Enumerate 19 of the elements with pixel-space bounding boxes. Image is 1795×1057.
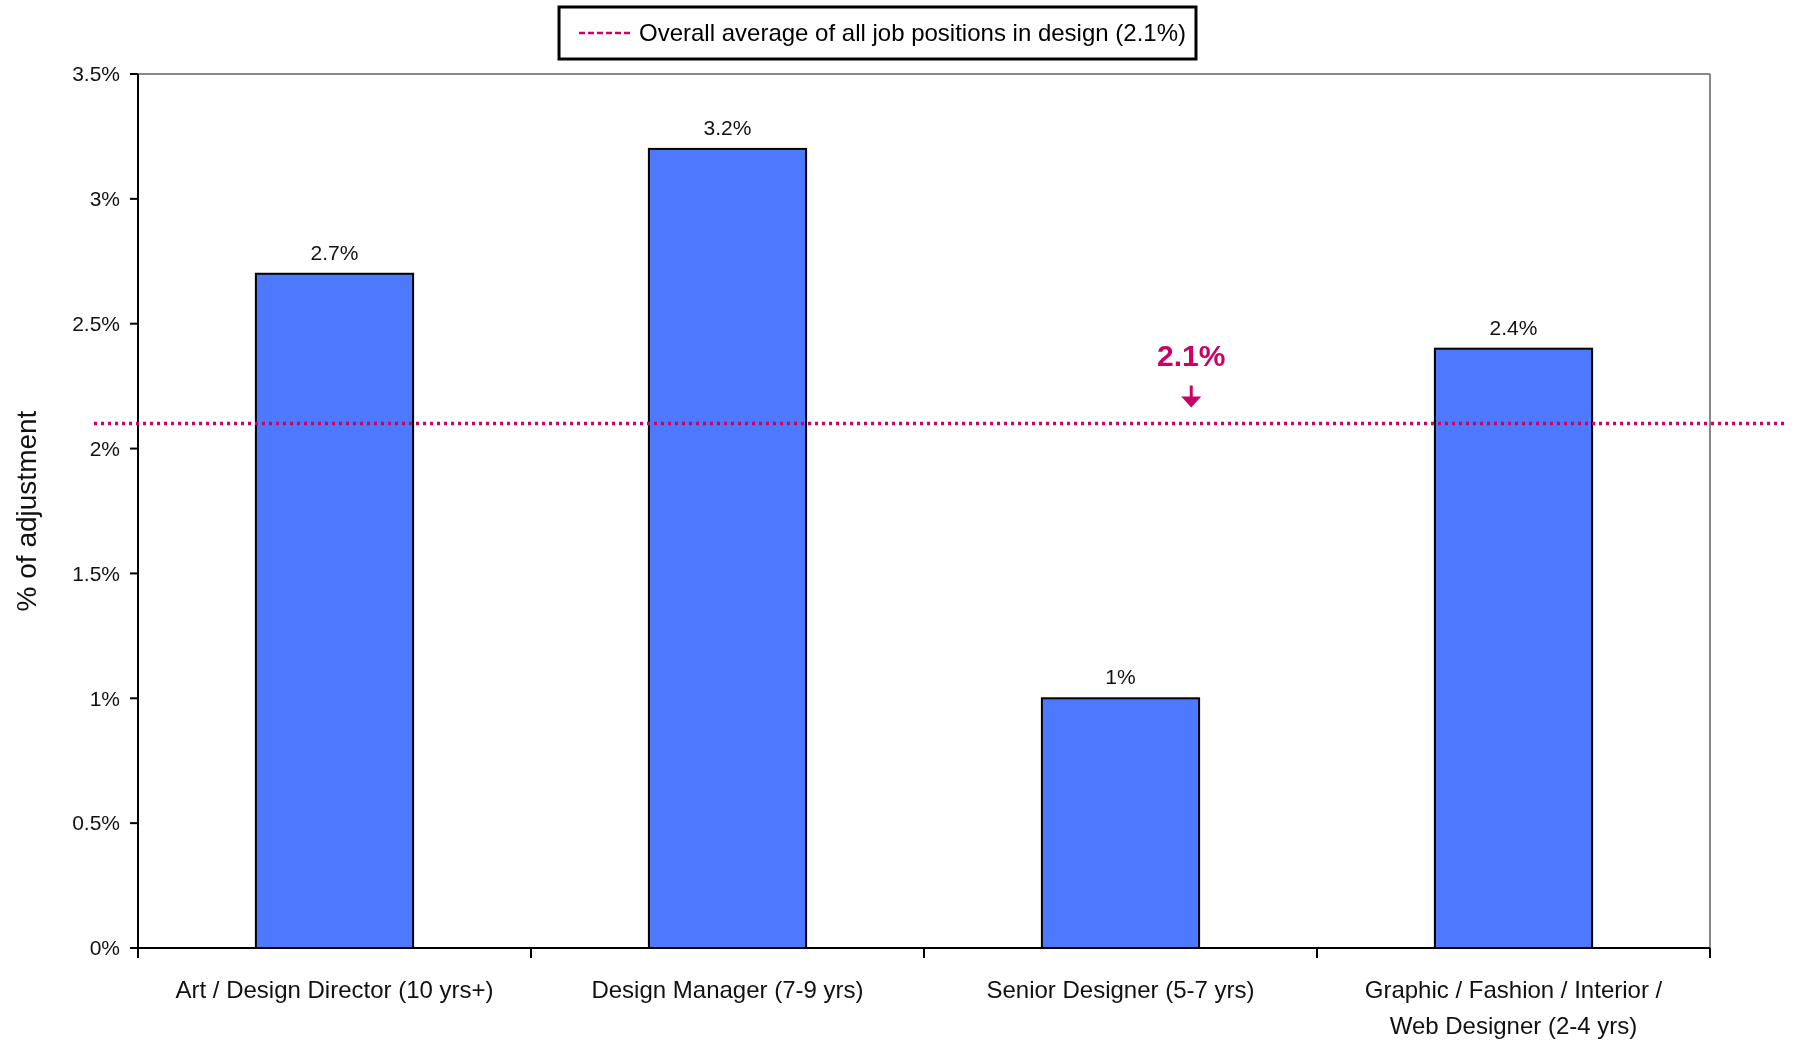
y-tick-label: 1% (89, 686, 120, 710)
x-tick-label: Design Manager (7-9 yrs) (591, 976, 864, 1003)
y-axis-title: % of adjustment (11, 410, 42, 612)
y-tick-label: 2% (89, 436, 120, 460)
y-tick-label: 1.5% (72, 561, 120, 585)
data-label: 2.4% (1489, 315, 1538, 339)
annotation: 2.1% (1157, 338, 1226, 372)
x-tick-label: Art / Design Director (10 yrs+) (175, 976, 494, 1003)
data-label: 1% (1105, 665, 1136, 689)
y-tick-label: 0.5% (72, 811, 120, 835)
data-label: 2.7% (310, 240, 359, 264)
y-tick-label: 3% (89, 187, 120, 211)
legend-label: Overall average of all job positions in design (2.1%) (639, 19, 1186, 47)
y-tick-label: 0% (89, 936, 120, 960)
y-tick-label: 3.5% (72, 62, 120, 86)
y-tick-label: 2.5% (72, 312, 120, 336)
x-tick-label: Senior Designer (5-7 yrs) (986, 976, 1255, 1003)
x-tick-label: Graphic / Fashion / Interior / Web Designer (2-4 yrs) (1364, 976, 1663, 1039)
data-label: 3.2% (703, 115, 752, 139)
